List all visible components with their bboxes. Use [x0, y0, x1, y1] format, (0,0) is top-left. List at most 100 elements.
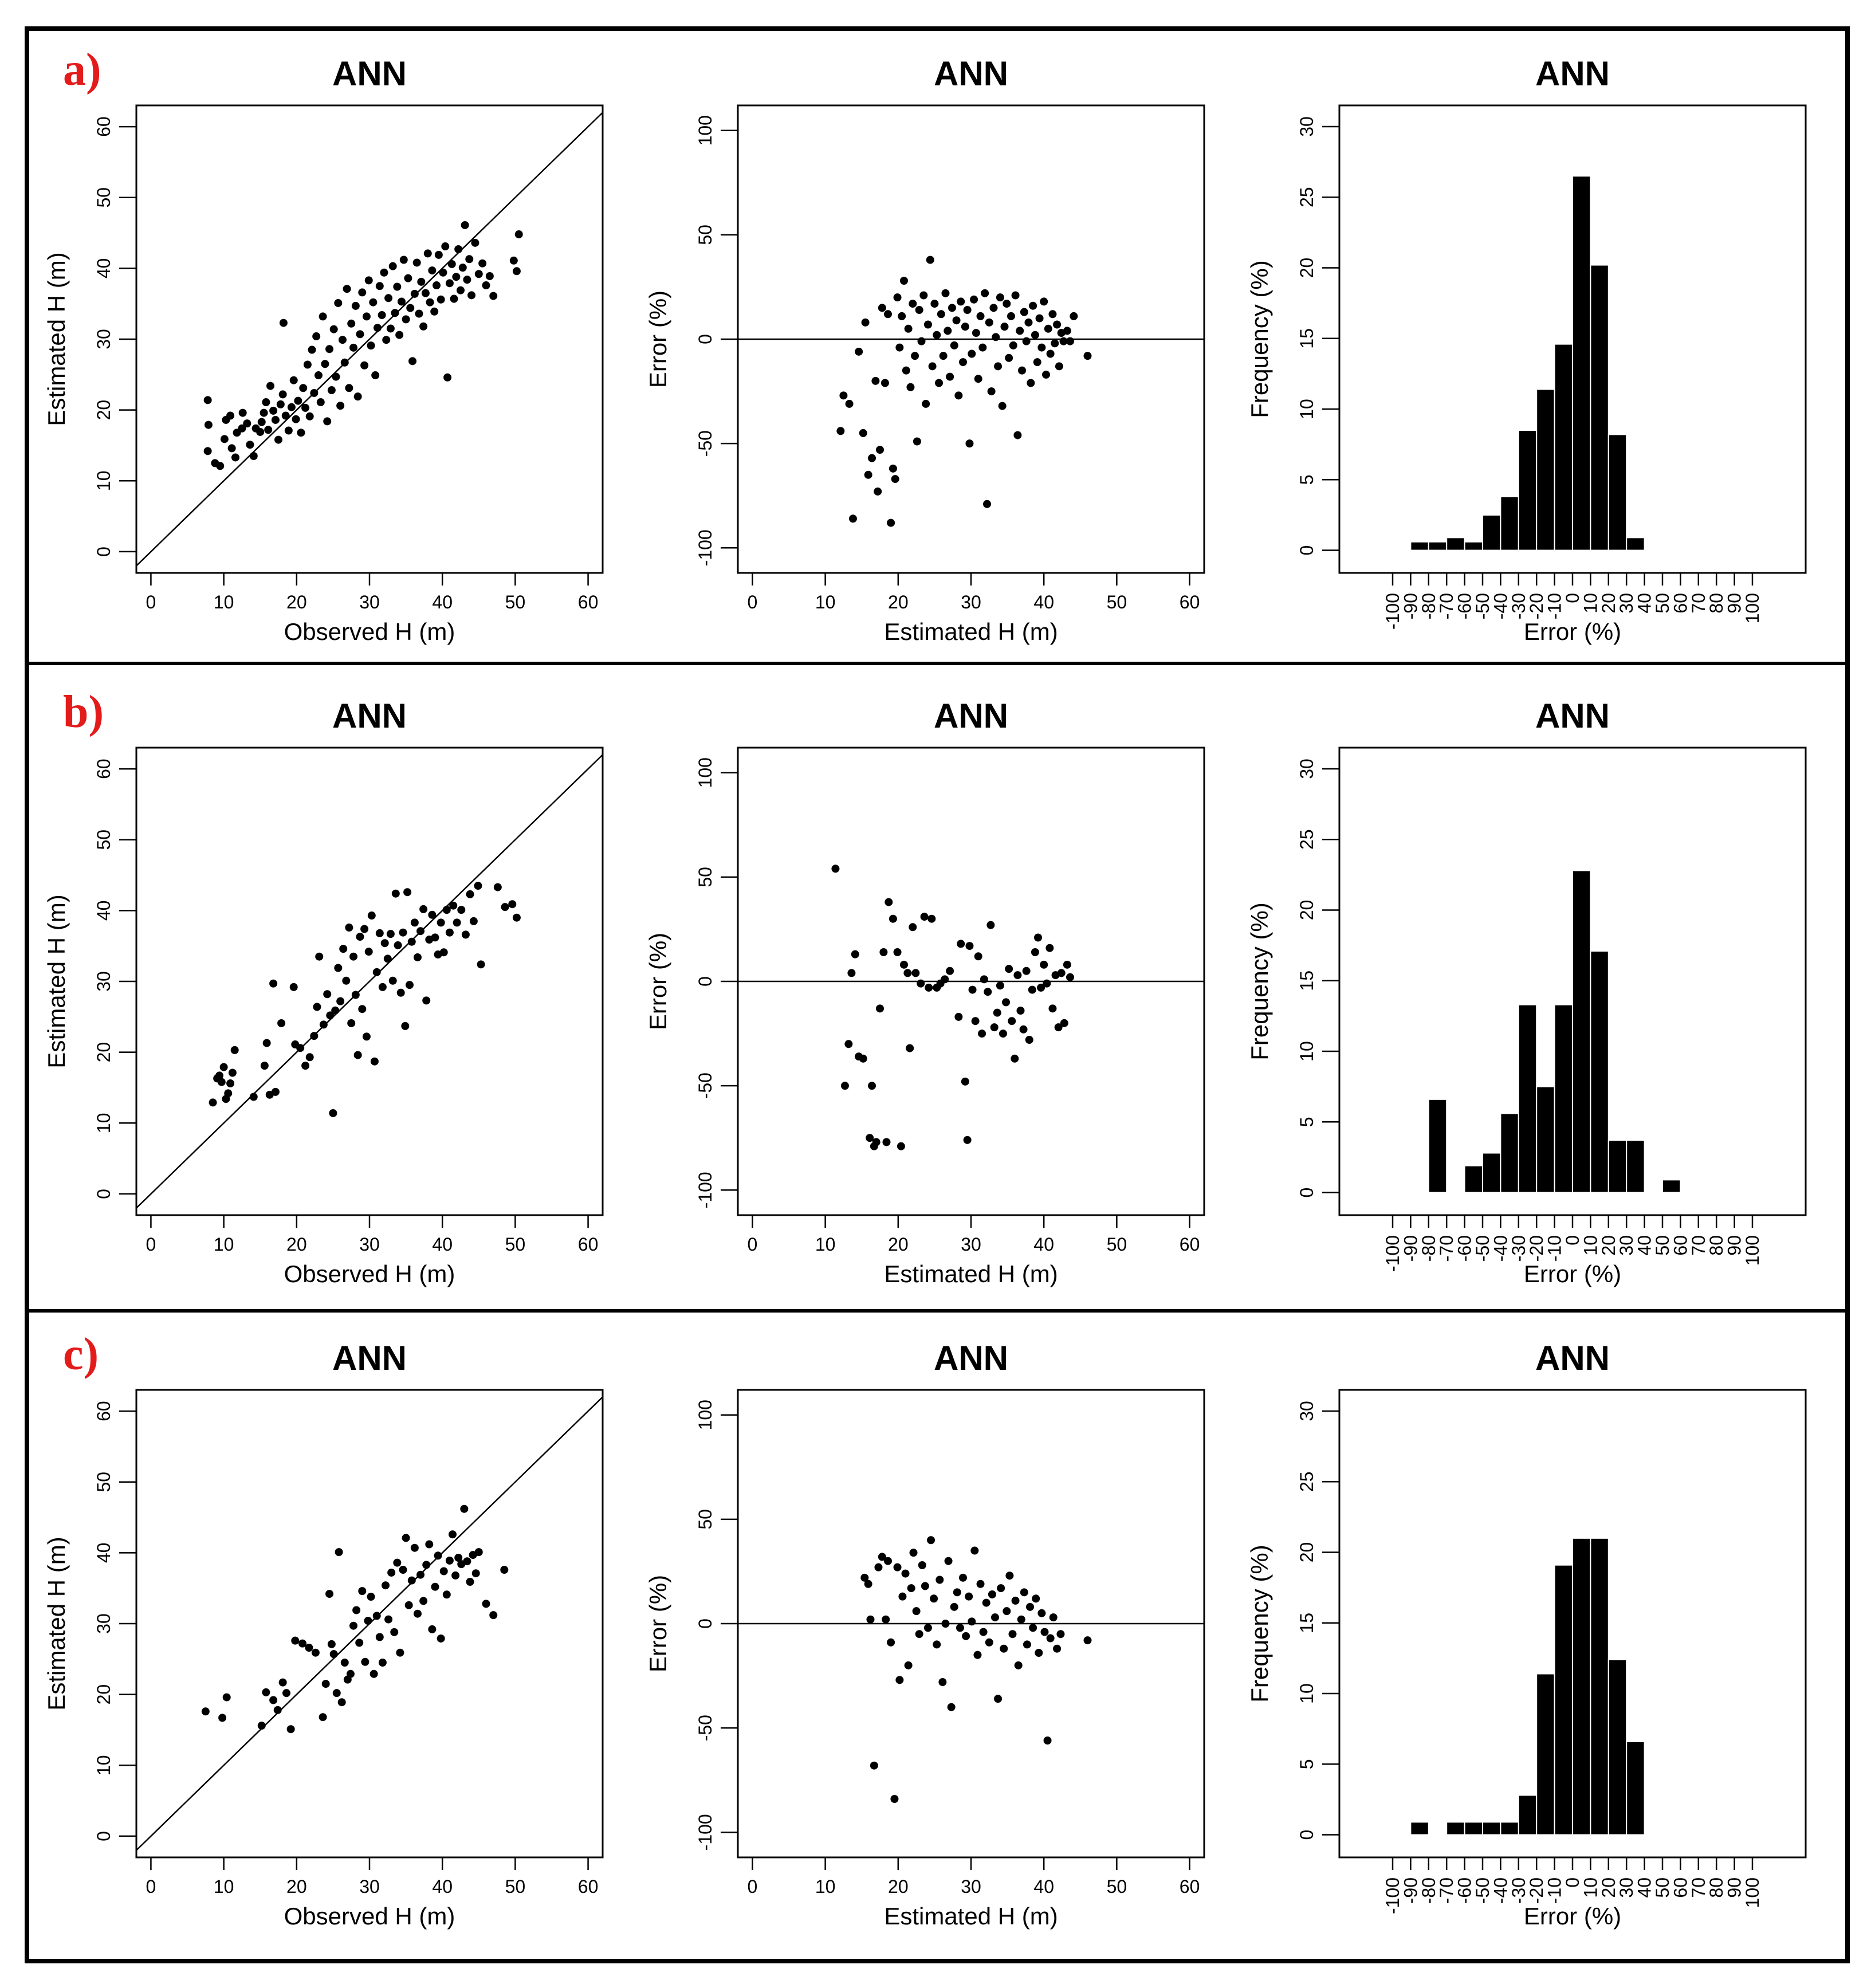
x-tick-label: -80: [1418, 1235, 1439, 1262]
y-tick-label: 25: [1296, 1471, 1317, 1492]
x-tick-label: 80: [1706, 1235, 1727, 1256]
x-tick-label: 40: [1033, 1876, 1054, 1897]
x-tick-label: 20: [1598, 593, 1619, 614]
data-point: [836, 427, 845, 435]
data-point: [482, 281, 490, 290]
data-point: [889, 914, 897, 923]
data-point: [474, 882, 482, 890]
data-point: [968, 985, 977, 994]
x-tick-label: 10: [1580, 1235, 1601, 1256]
data-point: [882, 1138, 891, 1146]
x-tick-label: 60: [1670, 593, 1691, 614]
data-point: [866, 1134, 874, 1142]
x-tick-label: -40: [1490, 1877, 1511, 1904]
x-tick-label: 30: [359, 1876, 380, 1897]
data-point: [909, 1549, 918, 1557]
data-point: [428, 266, 437, 275]
histogram-bar: [1590, 264, 1609, 551]
data-point: [437, 1634, 445, 1643]
x-tick-label: 80: [1706, 1877, 1727, 1898]
data-point: [899, 277, 908, 285]
data-point: [878, 304, 886, 312]
data-point: [474, 1548, 483, 1557]
data-point: [1053, 1644, 1062, 1653]
data-point: [1048, 1004, 1057, 1013]
data-point: [425, 1540, 434, 1549]
data-point: [906, 1044, 914, 1052]
data-point: [941, 1620, 950, 1628]
data-point: [361, 1657, 370, 1666]
data-point: [347, 1019, 356, 1027]
data-point: [973, 1651, 982, 1659]
data-point: [959, 1573, 968, 1582]
data-point: [238, 424, 246, 433]
data-point: [508, 900, 517, 909]
histogram-bar: [1572, 175, 1591, 551]
data-point: [1029, 301, 1037, 310]
data-point: [369, 298, 378, 307]
data-point: [848, 514, 857, 523]
data-point: [339, 945, 348, 953]
data-point: [1020, 308, 1028, 316]
data-point: [402, 1534, 410, 1542]
x-tick-label: 20: [1598, 1877, 1619, 1898]
histogram-bar: [1536, 1086, 1555, 1193]
y-tick-label: 30: [93, 971, 114, 992]
histogram-bar: [1626, 537, 1645, 551]
y-tick-label: 40: [93, 901, 114, 921]
data-point: [941, 289, 950, 297]
data-point: [419, 1597, 428, 1605]
data-point: [226, 1079, 235, 1088]
x-tick-label: 20: [286, 592, 307, 612]
data-point: [313, 1003, 321, 1011]
data-point: [243, 419, 251, 428]
x-tick-label: 20: [286, 1234, 307, 1255]
data-point: [992, 333, 1000, 341]
x-tick-label: -50: [1472, 1877, 1493, 1904]
data-point: [1033, 358, 1041, 367]
histogram-bar: [1554, 1004, 1574, 1193]
y-tick-label: 0: [1296, 1188, 1317, 1198]
data-point: [249, 1093, 258, 1101]
data-point: [203, 396, 212, 404]
data-point: [413, 1609, 422, 1618]
data-point: [970, 295, 978, 304]
data-point: [946, 372, 954, 381]
y-tick-label: 0: [93, 1189, 114, 1199]
y-tick-label: 50: [695, 867, 716, 887]
data-point: [965, 439, 974, 448]
data-point: [996, 981, 1004, 990]
data-point: [864, 470, 872, 479]
data-point: [489, 292, 498, 300]
data-point: [257, 418, 266, 426]
data-point: [310, 388, 319, 397]
data-point: [416, 1570, 425, 1579]
data-point: [402, 315, 410, 324]
data-point: [993, 1008, 1001, 1017]
data-point: [426, 298, 434, 307]
x-tick-label: 0: [748, 592, 758, 612]
data-point: [514, 230, 523, 239]
y-tick-label: 0: [695, 1618, 716, 1629]
x-tick-label: 10: [1580, 1877, 1601, 1898]
data-point: [467, 291, 476, 300]
data-point: [965, 942, 974, 950]
data-point: [463, 276, 471, 284]
data-point: [384, 294, 393, 302]
y-tick-label: 10: [1296, 1683, 1317, 1704]
data-point: [1037, 983, 1045, 992]
data-point: [1040, 297, 1048, 306]
panel-letter: a): [63, 45, 101, 95]
data-point: [337, 1698, 346, 1707]
data-point: [457, 906, 466, 914]
data-point: [394, 941, 402, 949]
data-point: [874, 1563, 883, 1571]
y-tick-label: 30: [93, 329, 114, 349]
y-tick-label: 100: [695, 1400, 716, 1430]
x-tick-label: 40: [1033, 1234, 1054, 1255]
data-point: [937, 310, 945, 319]
data-point: [926, 256, 934, 264]
data-point: [923, 1624, 932, 1632]
